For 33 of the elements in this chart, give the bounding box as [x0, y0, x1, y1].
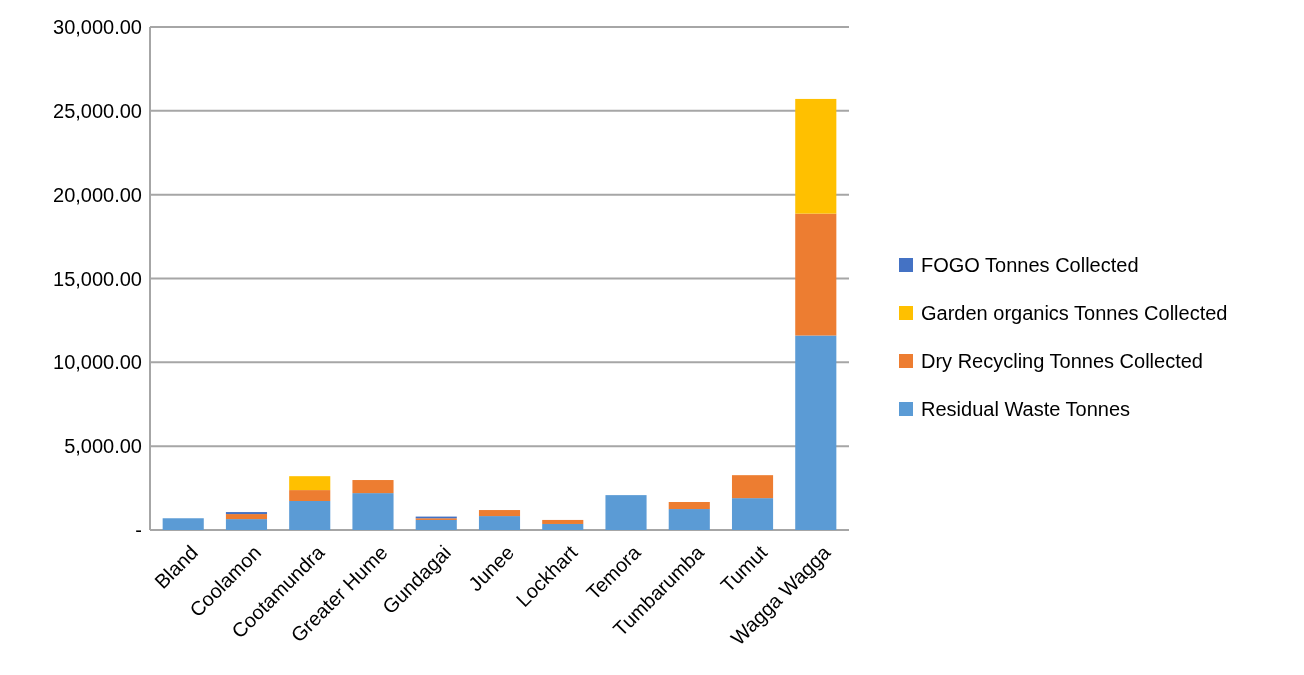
- y-tick-label: -: [135, 519, 142, 541]
- bar: [352, 480, 394, 494]
- bar: [668, 509, 710, 530]
- bar: [731, 475, 774, 499]
- bar: [162, 518, 204, 530]
- y-tick-label: 5,000.00: [64, 435, 142, 458]
- bar: [225, 514, 268, 520]
- bar: [542, 519, 584, 524]
- bar: [289, 500, 331, 530]
- bar: [225, 519, 268, 530]
- bar: [225, 512, 268, 515]
- bar: [415, 519, 457, 530]
- bar: [605, 495, 647, 530]
- legend-label: FOGO Tonnes Collected: [921, 254, 1139, 276]
- y-tick-label: 25,000.00: [53, 99, 142, 122]
- bar: [795, 213, 837, 336]
- bar: [795, 335, 837, 530]
- bar: [289, 490, 331, 501]
- bar: [478, 516, 521, 530]
- y-tick-label: 30,000.00: [53, 16, 142, 38]
- y-tick-label: 20,000.00: [53, 183, 142, 206]
- legend-label: Residual Waste Tonnes: [921, 398, 1131, 420]
- y-tick-label: 15,000.00: [53, 267, 142, 290]
- bar: [795, 98, 837, 214]
- bar: [668, 502, 710, 510]
- bar: [731, 498, 774, 530]
- bar: [352, 493, 394, 530]
- y-tick-label: 10,000.00: [53, 351, 142, 374]
- bar: [478, 510, 521, 517]
- bar: [289, 476, 331, 491]
- legend-label: Garden organics Tonnes Collected: [921, 302, 1228, 324]
- legend-label: Dry Recycling Tonnes Collected: [921, 350, 1203, 372]
- bar: [542, 523, 584, 530]
